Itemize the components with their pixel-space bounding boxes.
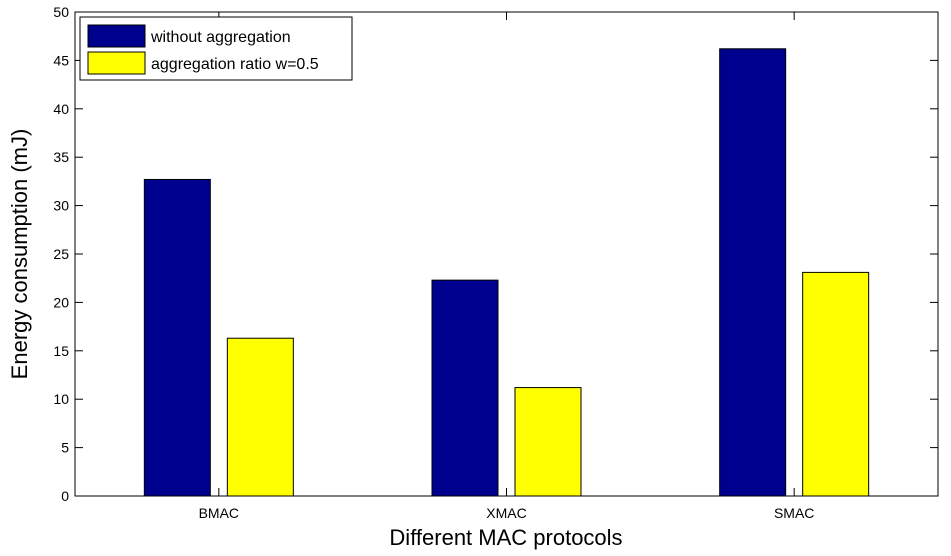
plot-area xyxy=(75,12,938,496)
y-tick-label: 10 xyxy=(53,391,69,407)
x-tick-label: XMAC xyxy=(486,505,526,521)
legend-label-1: aggregation ratio w=0.5 xyxy=(151,56,319,73)
bar-xmac-series-0 xyxy=(431,279,499,497)
y-axis-label: Energy consumption (mJ) xyxy=(7,129,32,380)
bar-xmac-series-1 xyxy=(514,387,582,497)
y-tick-label: 5 xyxy=(61,440,69,456)
legend-swatch-0 xyxy=(87,24,146,48)
legend-swatch-1 xyxy=(87,51,146,75)
legend: without aggregation aggregation ratio w=… xyxy=(79,16,353,81)
bar-bmac-series-0 xyxy=(143,178,211,497)
y-tick-label: 40 xyxy=(53,101,69,117)
y-tick-label: 30 xyxy=(53,198,69,214)
plot-frame xyxy=(74,11,939,497)
x-tick-label: BMAC xyxy=(199,505,239,521)
bars-group xyxy=(143,48,870,497)
y-tick-label: 45 xyxy=(53,52,69,68)
x-axis-label: Different MAC protocols xyxy=(389,525,622,550)
bar-bmac-series-1 xyxy=(226,337,294,497)
x-tick-label: SMAC xyxy=(774,505,814,521)
legend-label-0: without aggregation xyxy=(150,29,291,46)
bar-smac-series-0 xyxy=(719,48,787,497)
y-tick-label: 25 xyxy=(53,246,69,262)
bar-smac-series-1 xyxy=(802,271,870,497)
x-tick-labels: BMAC XMAC SMAC xyxy=(199,505,815,521)
y-tick-label: 20 xyxy=(53,294,69,310)
y-tick-label: 35 xyxy=(53,149,69,165)
y-tick-label: 0 xyxy=(61,488,69,504)
y-tick-label: 50 xyxy=(53,4,69,20)
y-tick-label: 15 xyxy=(53,343,69,359)
y-tick-labels: 0 5 10 15 20 25 30 35 40 45 50 xyxy=(53,4,69,504)
